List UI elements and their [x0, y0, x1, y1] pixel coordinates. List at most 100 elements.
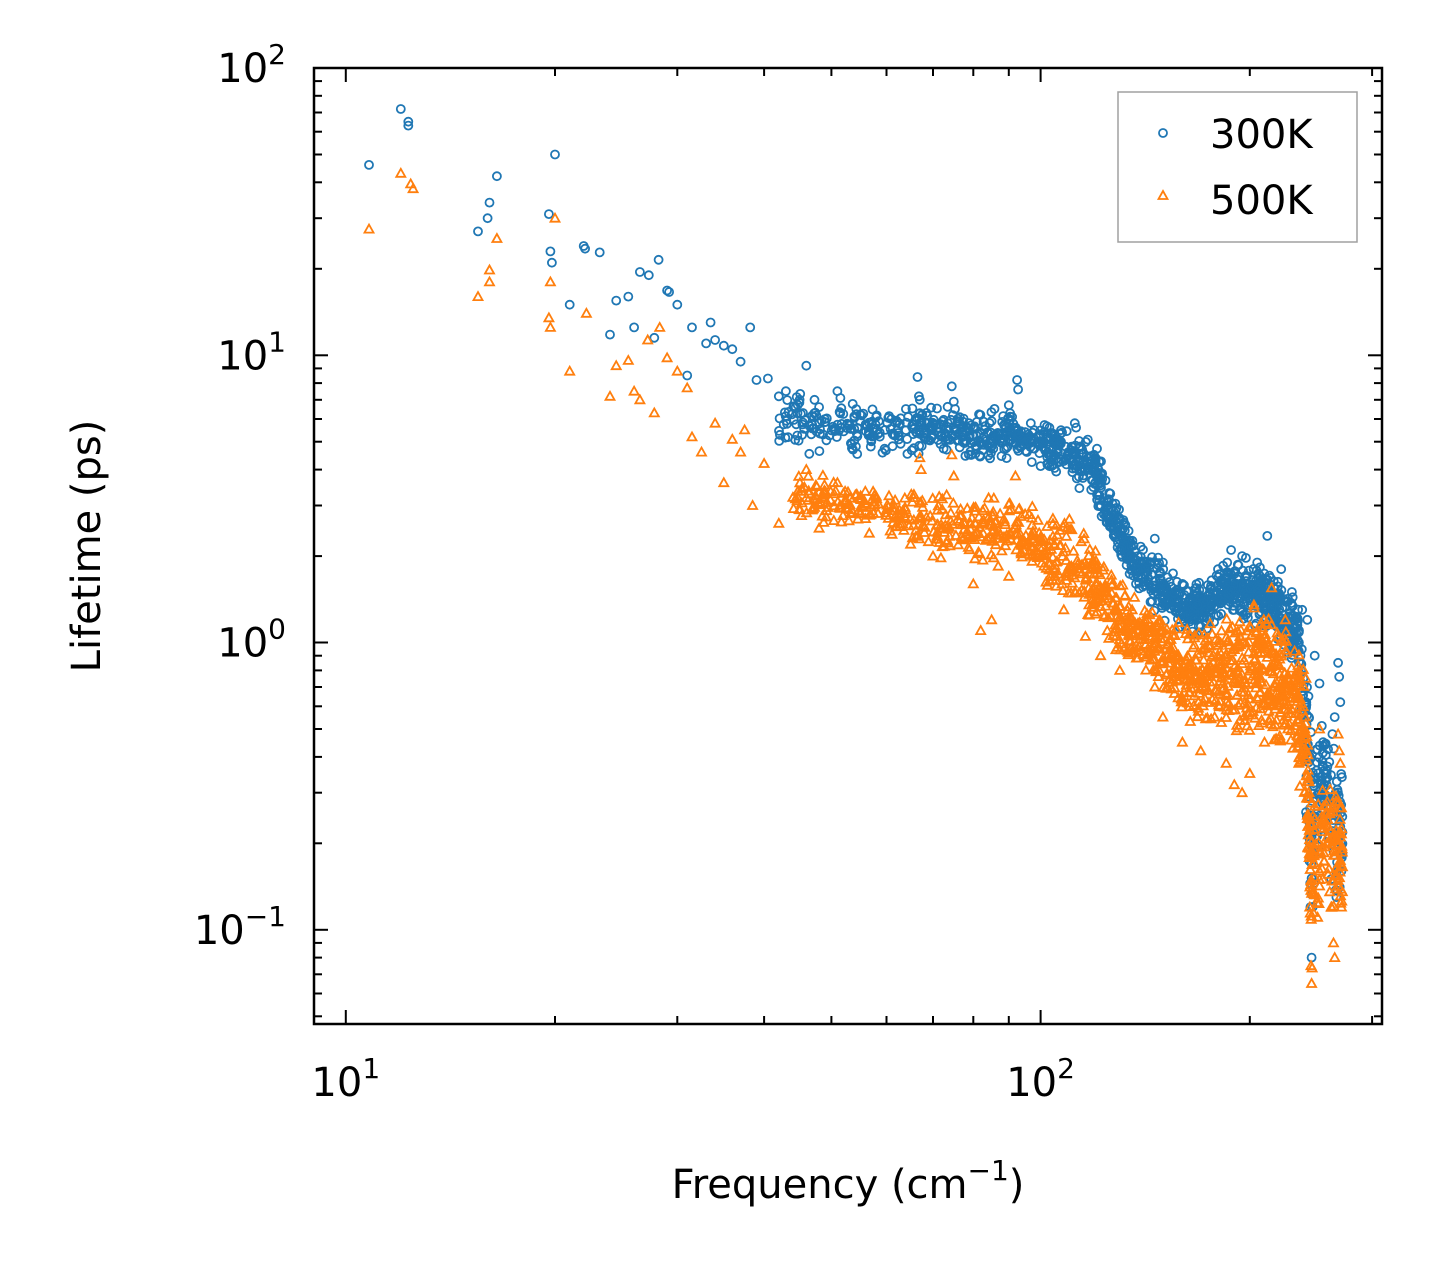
- data-point-300k: [1213, 564, 1223, 575]
- data-point-500k: [1325, 874, 1338, 886]
- data-point-500k: [394, 166, 407, 178]
- data-point-500k: [1140, 624, 1153, 636]
- data-point-500k: [1110, 630, 1123, 641]
- data-point-500k: [1304, 959, 1318, 971]
- data-point-500k: [1148, 636, 1161, 648]
- data-point-500k: [953, 515, 966, 526]
- data-point-500k: [1122, 600, 1135, 612]
- data-point-300k: [1096, 501, 1106, 512]
- data-point-300k: [735, 356, 746, 367]
- data-point-500k: [947, 496, 960, 508]
- data-point-300k: [1194, 577, 1204, 588]
- legend-label-300k: 300K: [1210, 112, 1314, 158]
- data-point-500k: [889, 508, 902, 520]
- data-point-300k: [1335, 697, 1346, 708]
- data-point-500k: [1258, 735, 1271, 747]
- data-point-500k: [1277, 640, 1290, 652]
- data-point-300k: [482, 213, 493, 224]
- data-point-300k: [1329, 712, 1340, 722]
- data-point-500k: [681, 381, 694, 393]
- data-point-300k: [1094, 494, 1105, 505]
- data-point-500k: [1199, 681, 1212, 693]
- data-point-300k: [1195, 591, 1206, 602]
- data-point-300k: [1306, 952, 1317, 963]
- data-point-300k: [804, 448, 815, 459]
- data-point-500k: [1026, 500, 1039, 512]
- data-point-300k: [814, 418, 825, 429]
- legend-marker-500k: [1156, 189, 1170, 200]
- data-point-300k: [653, 254, 664, 265]
- data-point-500k: [1094, 649, 1107, 661]
- data-point-500k: [1291, 690, 1304, 702]
- data-point-300k: [871, 411, 882, 422]
- data-point-500k: [1015, 510, 1028, 521]
- data-point-300k: [1014, 428, 1025, 439]
- data-point-300k: [908, 443, 919, 454]
- data-point-500k: [1296, 704, 1309, 716]
- data-point-500k: [542, 311, 555, 323]
- data-point-500k: [653, 321, 666, 332]
- data-point-500k: [1280, 646, 1293, 658]
- legend: 300K 500K: [1117, 91, 1358, 243]
- data-point-500k: [1223, 622, 1237, 634]
- data-point-300k: [809, 394, 820, 405]
- data-point-500k: [1239, 636, 1252, 648]
- data-point-500k: [1118, 622, 1131, 633]
- data-point-500k: [628, 384, 641, 396]
- data-point-300k: [1127, 535, 1138, 546]
- data-point-300k: [1078, 470, 1089, 481]
- data-point-300k: [364, 159, 374, 170]
- data-point-300k: [1079, 465, 1090, 476]
- data-point-500k: [1094, 600, 1107, 611]
- data-point-300k: [1294, 627, 1304, 637]
- data-point-500k: [483, 275, 496, 287]
- data-point-500k: [907, 488, 920, 500]
- data-point-300k: [1012, 375, 1022, 385]
- data-point-500k: [1050, 555, 1063, 567]
- data-point-500k: [867, 485, 880, 496]
- data-point-300k: [491, 171, 502, 182]
- data-point-300k: [1074, 471, 1084, 482]
- data-point-500k: [1010, 543, 1023, 555]
- data-point-300k: [594, 247, 605, 258]
- data-point-500k: [1230, 640, 1243, 652]
- data-point-500k: [947, 469, 960, 481]
- data-point-500k: [1234, 696, 1247, 708]
- data-point-500k: [970, 526, 983, 538]
- data-point-500k: [1331, 845, 1344, 857]
- data-point-500k: [1060, 554, 1073, 565]
- data-point-500k: [1242, 635, 1255, 647]
- data-point-500k: [849, 488, 862, 500]
- data-point-300k: [985, 427, 996, 438]
- data-point-500k: [1312, 891, 1325, 903]
- data-point-500k: [802, 493, 815, 505]
- data-point-500k: [1125, 613, 1138, 625]
- data-point-500k: [935, 518, 948, 530]
- data-point-500k: [1228, 703, 1241, 715]
- data-point-300k: [544, 209, 554, 220]
- data-point-500k: [483, 263, 496, 275]
- data-point-500k: [1330, 834, 1343, 845]
- data-point-500k: [972, 520, 985, 532]
- data-point-500k: [1220, 711, 1233, 722]
- data-point-500k: [1236, 651, 1249, 663]
- data-point-300k: [403, 116, 414, 127]
- y-tick-label: 10−1: [194, 900, 286, 954]
- data-point-500k: [906, 495, 919, 507]
- data-point-300k: [710, 335, 720, 345]
- data-point-500k: [1162, 673, 1176, 684]
- data-point-500k: [987, 524, 1000, 536]
- data-point-300k: [794, 394, 805, 405]
- data-point-300k: [804, 420, 814, 431]
- data-point-300k: [778, 419, 789, 430]
- data-point-500k: [695, 445, 708, 457]
- plot-area-frame: [312, 66, 1384, 1026]
- data-point-300k: [793, 435, 804, 446]
- data-point-300k: [1168, 568, 1178, 579]
- data-point-500k: [1196, 643, 1209, 655]
- data-point-500k: [1056, 584, 1069, 595]
- data-point-300k: [1302, 614, 1313, 625]
- data-point-300k: [1135, 541, 1146, 552]
- data-point-500k: [1181, 696, 1194, 708]
- data-point-500k: [1075, 535, 1088, 547]
